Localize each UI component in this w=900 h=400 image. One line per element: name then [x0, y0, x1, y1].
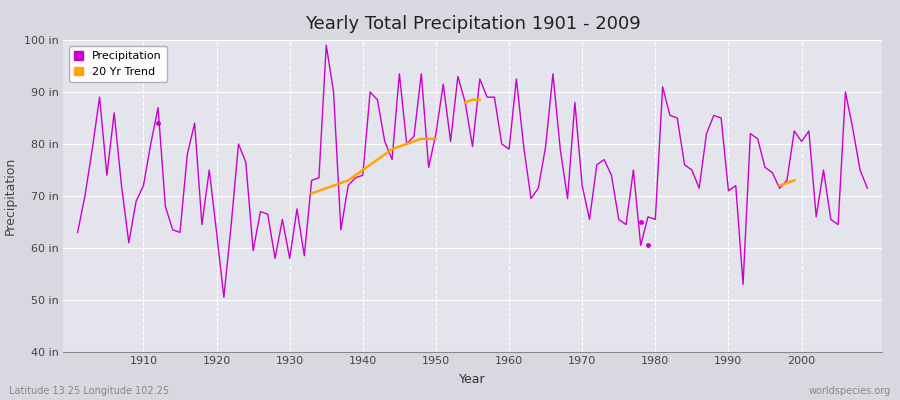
X-axis label: Year: Year — [459, 373, 486, 386]
Title: Yearly Total Precipitation 1901 - 2009: Yearly Total Precipitation 1901 - 2009 — [304, 15, 641, 33]
Y-axis label: Precipitation: Precipitation — [4, 157, 17, 235]
Text: Latitude 13.25 Longitude 102.25: Latitude 13.25 Longitude 102.25 — [9, 386, 169, 396]
Legend: Precipitation, 20 Yr Trend: Precipitation, 20 Yr Trend — [68, 46, 167, 82]
Text: worldspecies.org: worldspecies.org — [809, 386, 891, 396]
